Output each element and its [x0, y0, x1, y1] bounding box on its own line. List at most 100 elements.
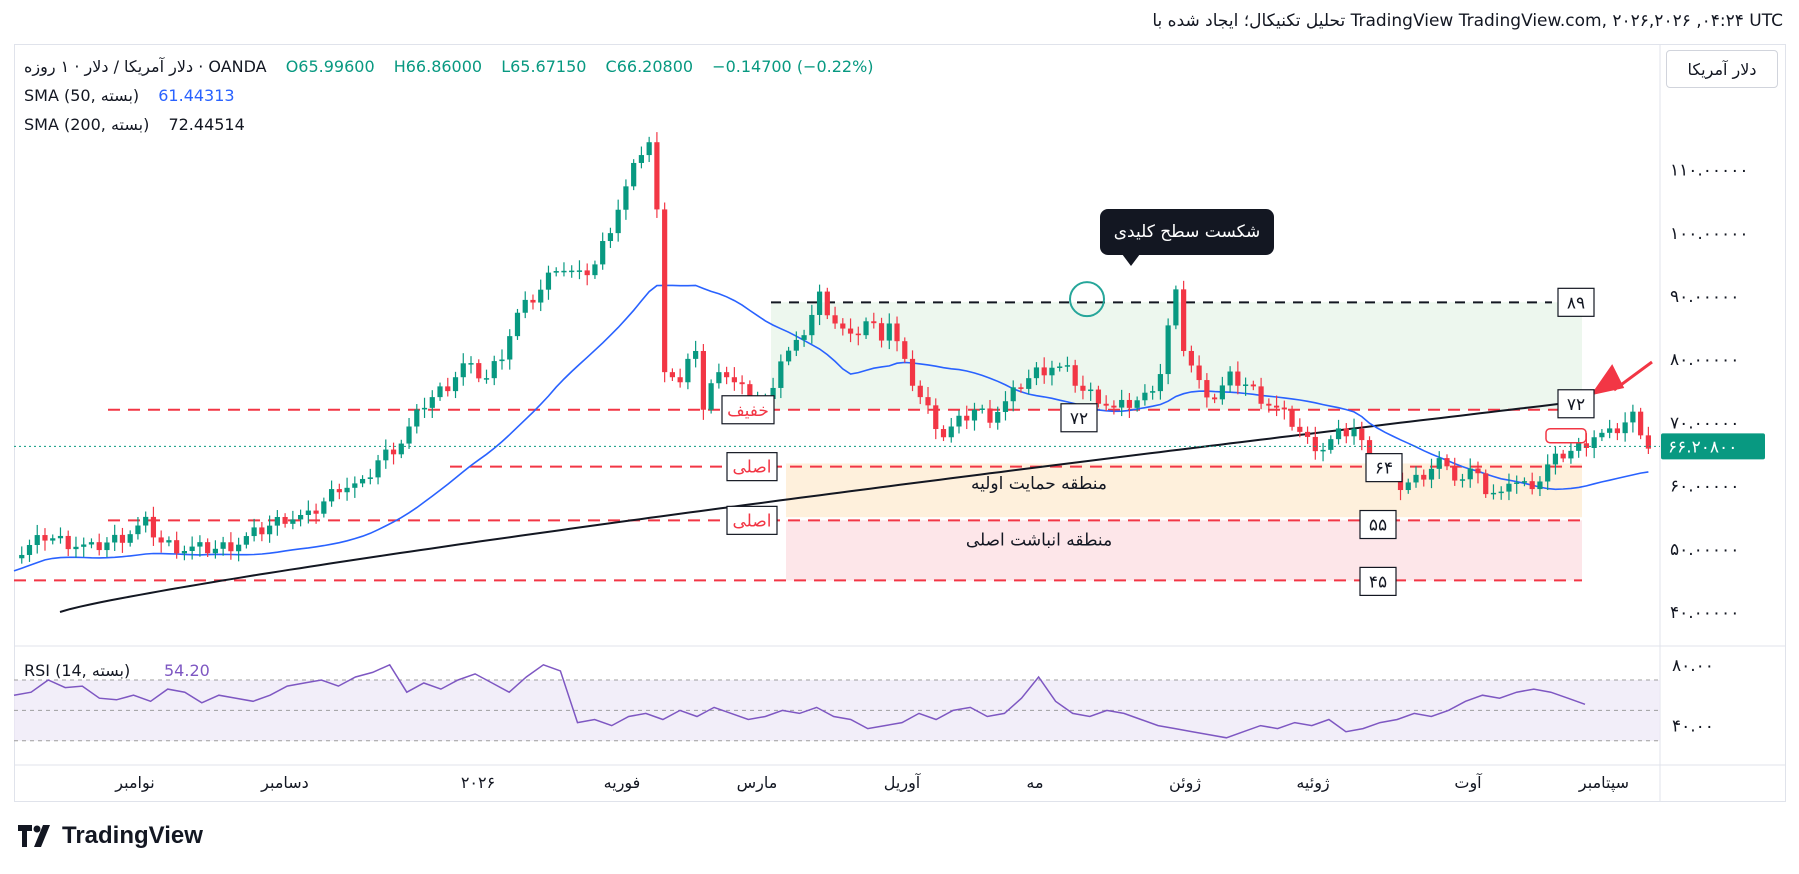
candle-body	[600, 241, 606, 265]
candle-body	[1188, 350, 1194, 366]
candle-body	[646, 142, 652, 156]
candle-body	[1490, 492, 1497, 495]
candle-body	[507, 336, 513, 360]
candle-body	[685, 358, 691, 383]
candle-body	[81, 544, 87, 547]
candle-body	[1312, 436, 1318, 452]
candle-body	[1227, 371, 1233, 386]
candle-body	[623, 186, 629, 210]
candle-body	[398, 443, 404, 455]
rsi-value: 54.20	[164, 661, 210, 680]
level-89-label: ۸۹	[1567, 293, 1585, 313]
sma200-value: 72.44514	[168, 115, 245, 134]
candle-body	[143, 516, 149, 526]
candle-body	[352, 483, 358, 488]
main-accumulation-zone	[786, 520, 1582, 581]
currency-button[interactable]: دلار آمریکا	[1666, 50, 1778, 88]
candle-body	[1576, 443, 1582, 451]
change-value: −0.14700 (−0.22%)	[712, 57, 874, 76]
candle-body	[576, 270, 583, 272]
level-55-label: ۵۵	[1369, 516, 1387, 536]
candle-body	[282, 516, 288, 524]
candle-body	[205, 542, 211, 554]
candle-body	[987, 408, 993, 423]
candle-body	[1545, 464, 1551, 482]
sma50-row[interactable]: SMA (50, بسته) 61.44313	[24, 85, 888, 114]
candle-body	[1173, 289, 1179, 326]
candle-body	[1095, 389, 1102, 404]
candle-body	[739, 382, 745, 385]
candle-body	[274, 516, 280, 526]
candle-body	[925, 397, 931, 406]
candle-body	[421, 407, 428, 410]
candle-body	[638, 155, 645, 163]
high-value: H66.86000	[393, 57, 483, 76]
candle-body	[971, 409, 978, 421]
candle-body	[1328, 439, 1334, 450]
tradingview-logo[interactable]: TradingView	[18, 822, 203, 850]
candle-body	[34, 535, 40, 546]
candle-body	[197, 542, 203, 547]
candle-body	[135, 525, 141, 535]
candle-body	[1514, 482, 1520, 484]
level-72-right-box	[1557, 389, 1595, 419]
candle-body	[1405, 482, 1411, 491]
header-caption: تحلیل تکنیکال؛ ایجاد شده با TradingView …	[1152, 11, 1783, 31]
candle-body	[1537, 481, 1543, 490]
candle-body	[344, 487, 350, 493]
candle-body	[956, 415, 962, 427]
candle-body	[530, 299, 536, 303]
candle-body	[747, 384, 753, 402]
candle-body	[1359, 428, 1365, 441]
time-tick-label: نوامبر	[114, 773, 154, 793]
candle-body	[174, 540, 180, 554]
candle-body	[894, 323, 900, 342]
candle-body	[514, 312, 521, 337]
open-value: O65.99600	[285, 57, 375, 76]
rsi-tick-label: ۸۰.۰۰	[1672, 656, 1714, 676]
candle-body	[1475, 468, 1481, 474]
main-level-2-box	[726, 505, 778, 535]
price-tick-label: ۷۰.۰۰۰۰۰	[1670, 413, 1739, 433]
candle-body	[460, 363, 466, 378]
candle-body	[476, 363, 482, 379]
candle-body	[940, 429, 947, 438]
candle-body	[1444, 458, 1450, 467]
candle-body	[50, 538, 56, 541]
sma50-line	[13, 284, 1649, 572]
level-45-label: ۴۵	[1369, 572, 1387, 592]
price-tick-label: ۱۱۰.۰۰۰۰۰	[1670, 161, 1748, 181]
candle-body	[1196, 365, 1202, 381]
level-72-mid-label: ۷۲	[1070, 409, 1088, 429]
candle-body	[429, 397, 435, 408]
candle-body	[1320, 449, 1326, 452]
candle-body	[414, 409, 420, 427]
time-tick-label: ژوئن	[1169, 773, 1201, 793]
rsi-line	[13, 663, 1586, 739]
candle-body	[96, 542, 102, 551]
candle-body	[1459, 479, 1466, 481]
candle-body	[1057, 366, 1063, 368]
candle-body	[1335, 428, 1342, 440]
candle-body	[1080, 385, 1086, 391]
candle-body	[243, 536, 249, 545]
candle-body	[1134, 400, 1140, 408]
weak-level-box	[721, 395, 775, 425]
candle-body	[1212, 397, 1218, 400]
main-level-1-label: اصلی	[733, 458, 772, 478]
candle-body	[1041, 367, 1047, 376]
time-tick-label: ۲۰۲۶	[461, 773, 495, 792]
candle-body	[437, 386, 443, 398]
sma200-line	[59, 399, 1591, 613]
candle-body	[1242, 384, 1249, 386]
sma50-label: SMA (50, بسته)	[24, 86, 140, 105]
candle-body	[375, 460, 381, 478]
candle-body	[964, 415, 970, 421]
sma200-row[interactable]: SMA (200, بسته) 72.44514	[24, 114, 888, 143]
symbol-label[interactable]: دلار آمریکا / دلار · ۱ روزه · OANDA	[24, 57, 267, 76]
candle-body	[228, 542, 234, 552]
candle-body	[902, 341, 908, 359]
time-tick-label: ژوئیه	[1296, 773, 1330, 793]
candle-body	[522, 299, 528, 313]
